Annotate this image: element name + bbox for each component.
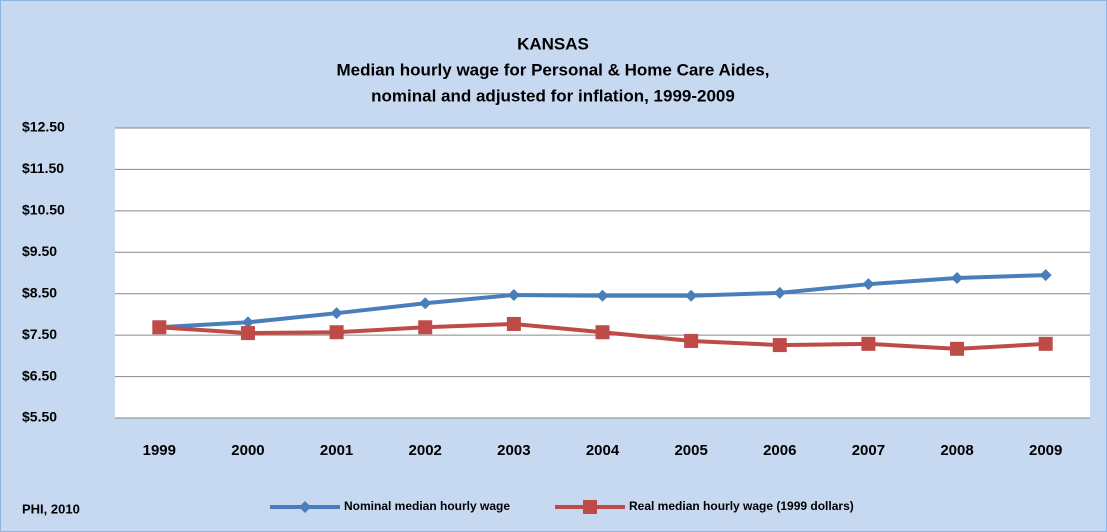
x-tick-label: 2005 — [674, 442, 707, 459]
x-tick-label: 2000 — [231, 442, 264, 459]
x-tick-label: 1999 — [143, 442, 176, 459]
x-tick-label: 2008 — [940, 442, 973, 459]
point-marker — [507, 288, 520, 301]
x-tick-label: 2006 — [763, 442, 796, 459]
point-marker — [950, 341, 965, 356]
point-marker — [862, 278, 875, 291]
point-marker — [773, 286, 786, 299]
source-note: PHI, 2010 — [22, 501, 80, 516]
point-marker — [583, 500, 597, 514]
point-marker — [1039, 269, 1052, 282]
y-tick-label: $11.50 — [22, 160, 64, 176]
point-marker — [329, 325, 344, 340]
point-marker — [951, 271, 964, 284]
point-marker — [152, 320, 167, 335]
point-marker — [1038, 336, 1053, 351]
point-marker — [418, 320, 433, 335]
point-marker — [595, 325, 610, 340]
y-tick-label: $6.50 — [22, 367, 57, 383]
x-tick-label: 2007 — [852, 442, 885, 459]
legend-label: Nominal median hourly wage — [344, 499, 510, 513]
chart-title: nominal and adjusted for inflation, 1999… — [371, 86, 735, 105]
point-marker — [330, 307, 343, 320]
y-tick-label: $8.50 — [22, 284, 57, 300]
point-marker — [772, 338, 787, 353]
point-marker — [861, 336, 876, 351]
x-tick-label: 2003 — [497, 442, 530, 459]
point-marker — [685, 289, 698, 302]
chart-title: KANSAS — [517, 34, 589, 53]
chart-title: Median hourly wage for Personal & Home C… — [337, 60, 770, 79]
y-tick-label: $7.50 — [22, 326, 57, 342]
legend-label: Real median hourly wage (1999 dollars) — [629, 499, 854, 513]
point-marker — [299, 501, 311, 513]
y-tick-label: $12.50 — [22, 119, 65, 135]
x-tick-label: 2001 — [320, 442, 353, 459]
x-tick-label: 2004 — [586, 442, 620, 459]
point-marker — [419, 297, 432, 310]
point-marker — [241, 316, 254, 329]
x-tick-label: 2009 — [1029, 442, 1062, 459]
point-marker — [240, 326, 255, 341]
y-tick-label: $10.50 — [22, 202, 65, 218]
point-marker — [684, 333, 699, 348]
point-marker — [596, 289, 609, 302]
y-tick-label: $9.50 — [22, 243, 57, 259]
plot-area — [115, 128, 1090, 418]
y-tick-label: $5.50 — [22, 409, 57, 425]
point-marker — [506, 316, 521, 331]
x-tick-label: 2002 — [409, 442, 442, 459]
